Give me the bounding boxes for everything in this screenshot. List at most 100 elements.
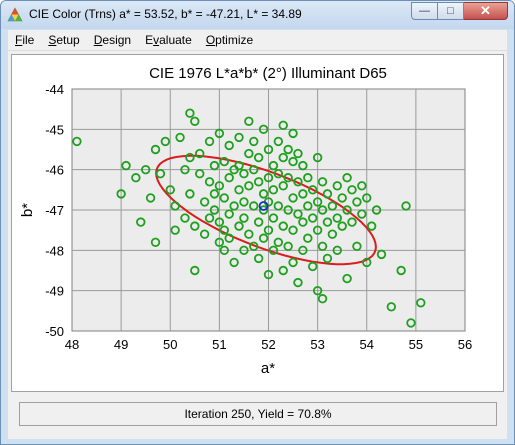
sample-point [121, 160, 131, 171]
sample-point [362, 193, 372, 203]
sample-point [234, 185, 244, 195]
sample-point [249, 136, 259, 147]
sample-point [273, 237, 284, 247]
sample-point [136, 217, 146, 227]
status-text: Iteration 250, Yield = 70.8% [184, 407, 332, 421]
sample-point [263, 225, 274, 235]
sample-point [322, 217, 333, 227]
sample-point [239, 197, 249, 207]
sample-point [145, 193, 156, 203]
sample-point [140, 164, 151, 175]
sample-point [332, 213, 342, 223]
sample-point [249, 241, 259, 251]
sample-point [234, 221, 244, 231]
sample-point [185, 108, 195, 118]
sample-point [204, 213, 215, 223]
sample-point [406, 318, 416, 328]
y-tick-label: -46 [45, 163, 64, 178]
target-marker-layer [258, 201, 269, 211]
title-bar[interactable]: CIE Color (Trns) a* = 53.52, b* = -47.21… [1, 1, 514, 29]
sample-point [303, 201, 313, 211]
sample-point [366, 221, 377, 231]
x-tick-label: 55 [409, 337, 423, 352]
yield-ellipse-layer [155, 154, 377, 266]
sample-point [234, 132, 244, 143]
sample-point [150, 144, 161, 155]
menu-optimize[interactable]: Optimize [199, 30, 260, 50]
sample-point [317, 177, 328, 187]
sample-point [244, 229, 254, 239]
sample-point [298, 189, 308, 199]
sample-point [219, 156, 229, 167]
sample-point [170, 225, 180, 235]
sample-point [278, 265, 288, 276]
sample-point [327, 229, 338, 239]
sample-point [239, 213, 249, 223]
sample-point [312, 197, 323, 207]
sample-point [258, 189, 269, 199]
sample-point [234, 160, 244, 171]
y-tick-label: -48 [45, 243, 64, 258]
sample-point [204, 136, 215, 147]
sample-point [263, 144, 274, 155]
close-button[interactable]: ✕ [464, 2, 508, 20]
menu-optimize-accel: O [205, 33, 216, 47]
sample-point [347, 217, 357, 227]
sample-point [322, 253, 333, 264]
sample-point [253, 152, 264, 163]
menu-design[interactable]: Design [87, 30, 138, 50]
sample-point [308, 185, 318, 195]
sample-point [258, 205, 269, 215]
y-axis-label: b* [19, 203, 36, 217]
sample-point [175, 132, 185, 143]
sample-point [298, 160, 308, 171]
sample-point [352, 197, 362, 207]
x-tick-label: 48 [65, 337, 79, 352]
sample-point [283, 241, 293, 251]
sample-point [165, 185, 175, 195]
sample-point [224, 140, 234, 151]
sample-point [386, 302, 397, 312]
menu-evaluate-accel: v [153, 33, 160, 47]
sample-point [317, 241, 328, 251]
sample-point [180, 213, 190, 223]
sample-point [258, 233, 269, 243]
x-tick-label: 54 [360, 337, 374, 352]
sample-point [219, 225, 229, 235]
sample-point [199, 229, 210, 239]
minimize-button[interactable]: — [411, 2, 438, 20]
sample-point [185, 189, 195, 199]
sample-point [224, 233, 234, 243]
menu-design-label: esign [102, 33, 132, 47]
sample-point [337, 193, 347, 203]
sample-point [357, 209, 367, 219]
y-axis-ticks: -44 -45 -46 -47 -48 -49 -50 [45, 82, 64, 339]
scatter-chart: CIE 1976 L*a*b* (2°) Illuminant D65 48 49… [19, 65, 472, 377]
sample-point [312, 152, 323, 163]
x-tick-label: 52 [261, 337, 275, 352]
menu-optimize-label: ptimize [215, 33, 254, 47]
sample-point [312, 285, 323, 296]
sample-point [278, 152, 288, 163]
menu-setup[interactable]: Setup [41, 30, 86, 50]
sample-point [298, 217, 308, 227]
menu-file[interactable]: File [8, 30, 41, 50]
sample-point [72, 136, 82, 147]
sample-point [170, 201, 180, 211]
sample-point [131, 173, 141, 183]
sample-point [401, 201, 411, 211]
sample-point [219, 193, 229, 203]
y-tick-label: -44 [45, 82, 64, 97]
sample-point [371, 205, 382, 215]
sample-point [249, 164, 259, 175]
sample-point [224, 173, 234, 183]
sample-point [253, 253, 264, 264]
maximize-button[interactable]: □ [438, 2, 464, 20]
sample-point [293, 148, 303, 159]
menu-evaluate-prefix: E [145, 33, 154, 47]
sample-point [416, 298, 426, 308]
menu-evaluate[interactable]: Evaluate [138, 30, 199, 50]
sample-points-layer [72, 108, 426, 328]
sample-point [116, 189, 126, 199]
